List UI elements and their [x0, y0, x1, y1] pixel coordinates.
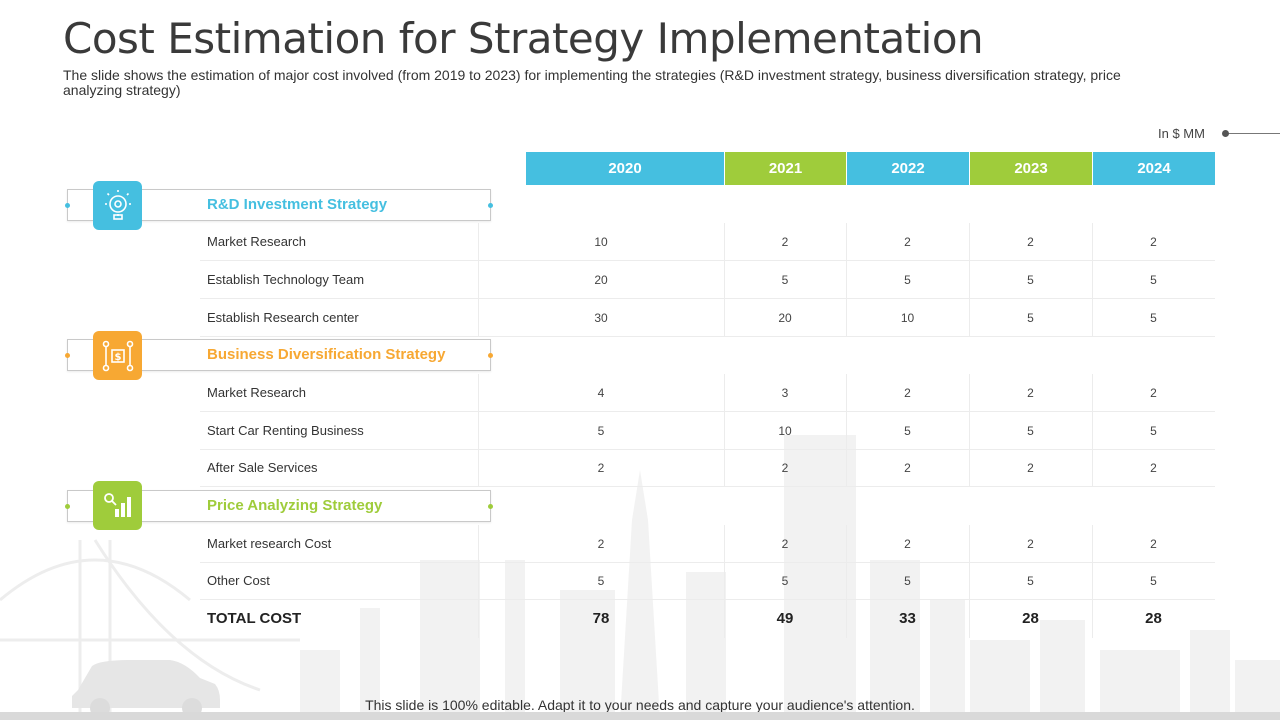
cell-2020: 5 — [597, 574, 605, 588]
cell-2024: 2 — [1150, 461, 1157, 475]
total-row: TOTAL COST 78 49 33 28 28 — [200, 600, 1215, 638]
cell-2024: 2 — [1150, 235, 1157, 249]
cell-2022: 5 — [904, 574, 911, 588]
lightbulb-gear-icon — [93, 181, 142, 230]
cell-2024: 5 — [1150, 574, 1157, 588]
cell-2020: 20 — [594, 273, 608, 287]
unit-connector-dot — [1222, 130, 1229, 137]
table-row: Market Research 4 3 2 2 2 — [200, 374, 1215, 412]
cell-2023: 2 — [1027, 386, 1034, 400]
section-dot-right — [488, 203, 493, 208]
row-label: Market research Cost — [207, 536, 332, 551]
cell-2022: 5 — [904, 273, 911, 287]
cell-2022: 2 — [904, 537, 911, 551]
year-header-2021: 2021 — [725, 152, 846, 185]
year-header-2023: 2023 — [970, 152, 1092, 185]
total-2021: 49 — [776, 610, 794, 627]
cell-2023: 5 — [1027, 424, 1034, 438]
cell-2021: 3 — [781, 386, 789, 400]
cell-2020: 10 — [594, 235, 608, 249]
year-header-2024: 2024 — [1093, 152, 1215, 185]
cell-2020: 2 — [597, 537, 605, 551]
cell-2021: 20 — [778, 311, 792, 325]
year-header-2020: 2020 — [526, 152, 724, 185]
cell-2020: 30 — [594, 311, 608, 325]
table-row: Establish Technology Team 20 5 5 5 5 — [200, 261, 1215, 299]
year-header-2022: 2022 — [847, 152, 969, 185]
cell-2022: 10 — [900, 311, 915, 325]
cell-2024: 2 — [1150, 537, 1157, 551]
cell-2020: 2 — [597, 461, 605, 475]
table-row: Other Cost 5 5 5 5 5 — [200, 562, 1215, 600]
unit-label: In $ MM — [1158, 126, 1205, 141]
cell-2023: 5 — [1027, 273, 1034, 287]
cell-2021: 5 — [781, 574, 789, 588]
section-dot-left — [65, 203, 70, 208]
cell-2021: 2 — [781, 537, 789, 551]
cell-2023: 5 — [1027, 574, 1034, 588]
cell-2021: 5 — [781, 273, 789, 287]
page-title: Cost Estimation for Strategy Implementat… — [63, 14, 984, 63]
total-2022: 33 — [899, 610, 916, 627]
row-label: Market Research — [207, 234, 306, 249]
cell-2023: 2 — [1027, 461, 1034, 475]
dollar-network-icon: $ — [93, 331, 142, 380]
cell-2024: 5 — [1150, 273, 1157, 287]
row-label: Market Research — [207, 385, 306, 400]
cell-2024: 5 — [1150, 311, 1157, 325]
row-label: Establish Technology Team — [207, 272, 365, 287]
cell-2020: 4 — [597, 386, 605, 400]
table-row: Start Car Renting Business 5 10 5 5 5 — [200, 412, 1215, 450]
total-2024: 28 — [1145, 610, 1162, 627]
page-subtitle: The slide shows the estimation of major … — [63, 67, 1121, 98]
cell-2021: 2 — [781, 461, 789, 475]
table-row: Establish Research center 30 20 10 5 5 — [200, 299, 1215, 337]
section-dot-right — [488, 504, 493, 509]
cell-2022: 2 — [904, 461, 911, 475]
row-label: After Sale Services — [207, 460, 318, 475]
table-row: Market research Cost 2 2 2 2 2 — [200, 525, 1215, 563]
cell-2023: 5 — [1027, 311, 1034, 325]
section-title-rd-investment: R&D Investment Strategy — [207, 196, 388, 213]
cell-2024: 5 — [1150, 424, 1157, 438]
table-row: Market Research 10 2 2 2 2 — [200, 223, 1215, 261]
unit-connector-line — [1224, 133, 1280, 134]
cell-2023: 2 — [1027, 537, 1034, 551]
cell-2023: 2 — [1027, 235, 1034, 249]
cell-2022: 2 — [904, 386, 911, 400]
section-dot-right — [488, 353, 493, 358]
cell-2024: 2 — [1150, 386, 1157, 400]
table-row: After Sale Services 2 2 2 2 2 — [200, 449, 1215, 487]
row-label: Other Cost — [207, 573, 270, 588]
row-label: Establish Research center — [207, 310, 359, 325]
total-2023: 28 — [1022, 610, 1039, 627]
row-label: Start Car Renting Business — [207, 423, 364, 438]
total-2020: 78 — [592, 610, 610, 627]
cell-2020: 5 — [597, 424, 605, 438]
cell-2021: 10 — [778, 424, 792, 438]
footer-note: This slide is 100% editable. Adapt it to… — [365, 697, 915, 713]
bottom-bar — [0, 712, 1280, 720]
section-title-price-analyzing: Price Analyzing Strategy — [207, 497, 383, 514]
cell-2022: 5 — [904, 424, 911, 438]
bar-chart-magnifier-icon — [93, 481, 142, 530]
section-dot-left — [65, 353, 70, 358]
cell-2022: 2 — [904, 235, 911, 249]
svg-text:$: $ — [114, 352, 121, 363]
section-title-business-diversification: Business Diversification Strategy — [207, 346, 446, 363]
total-label: TOTAL COST — [207, 610, 302, 627]
section-dot-left — [65, 504, 70, 509]
cell-2021: 2 — [781, 235, 789, 249]
